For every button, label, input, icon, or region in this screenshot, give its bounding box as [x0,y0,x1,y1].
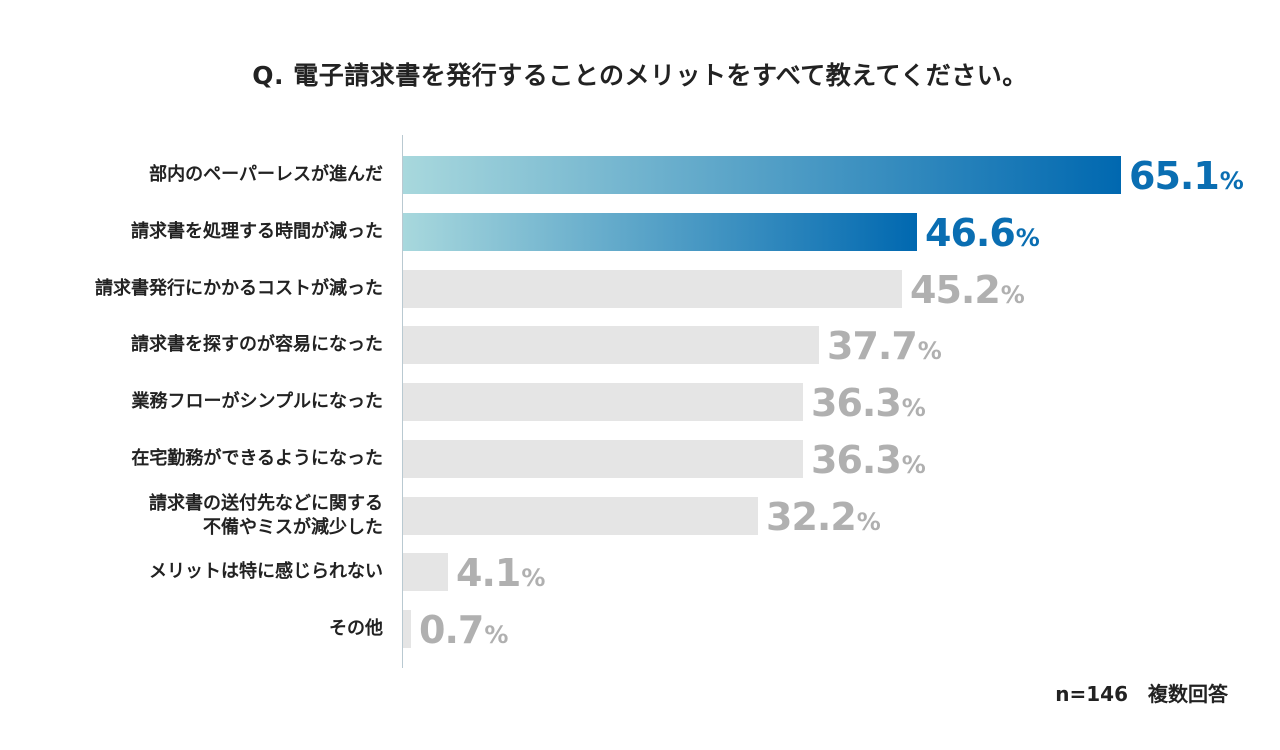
data-label-value: 0.7 [419,608,484,652]
category-label: 請求書発行にかかるコストが減った [95,278,383,299]
data-label-value: 65.1 [1129,154,1220,198]
bar [403,270,902,308]
bar [403,383,803,421]
data-label: 4.1% [456,554,545,592]
data-label-value: 46.6 [925,211,1016,255]
sample-note: n=146 複数回答 [1055,682,1228,706]
data-label: 46.6% [925,214,1040,252]
data-label-value: 37.7 [827,324,918,368]
data-label-value: 4.1 [456,551,521,595]
data-label-value: 36.3 [811,381,902,425]
data-label-unit: % [856,508,881,536]
data-label-unit: % [917,337,942,365]
data-label-unit: % [521,564,546,592]
category-label: 在宅勤務ができるようになった [131,448,383,469]
category-label: 請求書の送付先などに関する 不備やミスが減少した [149,493,383,538]
category-label: 部内のペーパーレスが進んだ [149,164,383,185]
data-label-unit: % [901,394,926,422]
data-label: 45.2% [910,271,1025,309]
category-label: メリットは特に感じられない [149,561,383,582]
bar [403,610,411,648]
data-label-unit: % [484,621,509,649]
data-label: 37.7% [827,327,942,365]
data-label-unit: % [901,451,926,479]
data-label: 36.3% [811,384,926,422]
y-axis-line [402,135,403,668]
bar [403,156,1121,194]
data-label-unit: % [1015,224,1040,252]
data-label: 0.7% [419,611,508,649]
data-label-value: 36.3 [811,438,902,482]
chart-title: Q. 電子請求書を発行することのメリットをすべて教えてください。 [252,61,1028,90]
category-label: 業務フローがシンプルになった [131,391,383,412]
category-label: 請求書を処理する時間が減った [131,221,383,242]
data-label-value: 45.2 [910,268,1001,312]
category-label: その他 [329,618,383,639]
data-label: 65.1% [1129,157,1244,195]
data-label-unit: % [1219,167,1244,195]
bar [403,326,819,364]
data-label-value: 32.2 [766,495,857,539]
bar [403,213,917,251]
data-label: 32.2% [766,498,881,536]
data-label: 36.3% [811,441,926,479]
bar [403,497,758,535]
data-label-unit: % [1000,281,1025,309]
bar [403,440,803,478]
bar [403,553,448,591]
category-label: 請求書を探すのが容易になった [131,334,383,355]
